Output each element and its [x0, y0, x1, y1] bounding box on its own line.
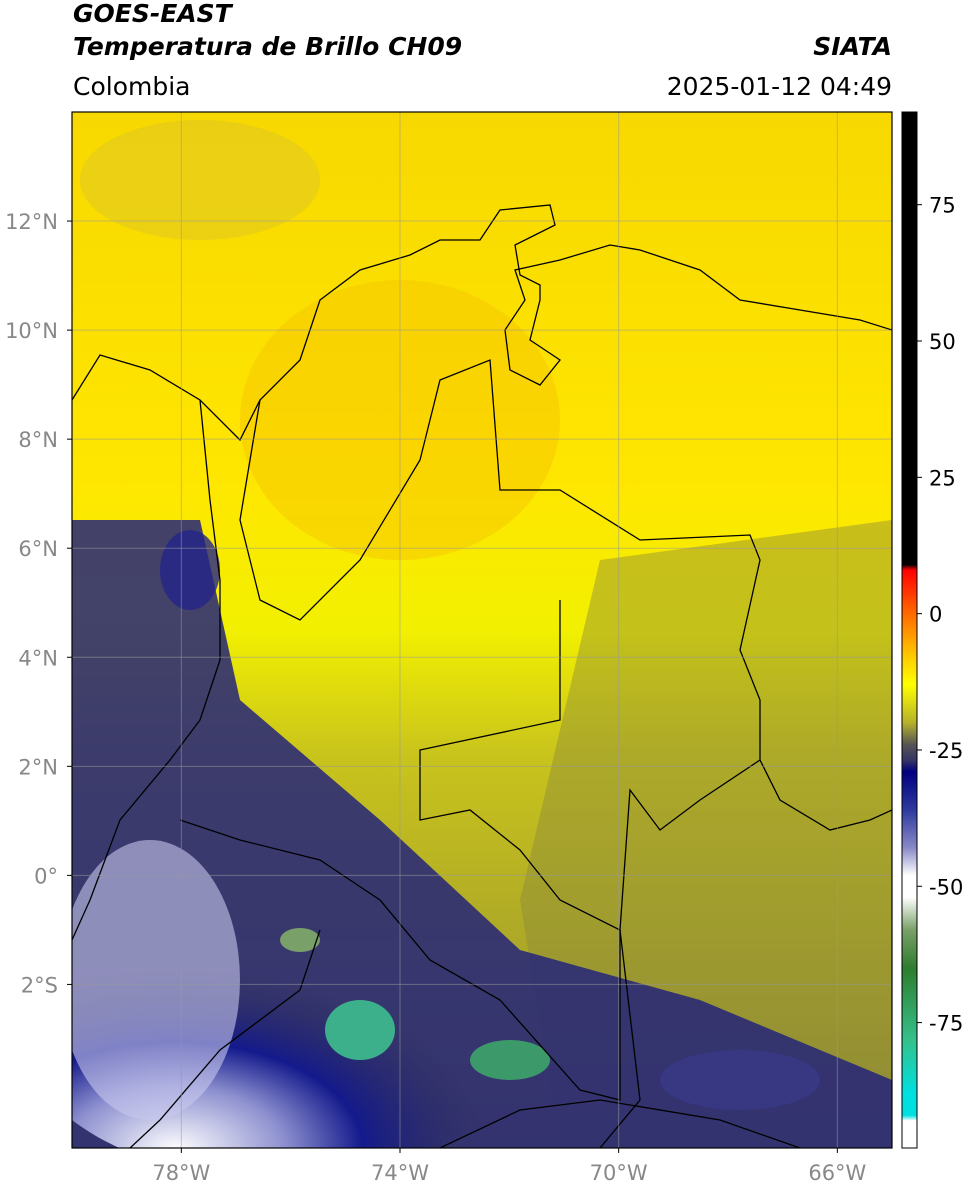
y-tick-label: 10°N — [5, 319, 58, 343]
x-tick-label: 70°W — [590, 1161, 648, 1185]
colorbar-tick-label: -75 — [929, 1012, 963, 1036]
y-tick-label: 8°N — [18, 428, 58, 452]
subtitle: Temperatura de Brillo CH09 — [73, 32, 462, 61]
colorbar — [901, 111, 918, 1149]
colorbar-tick-label: 0 — [929, 603, 942, 627]
colorbar-tick-label: 25 — [929, 466, 956, 490]
x-tick-label: 78°W — [152, 1161, 210, 1185]
y-tick-label: 2°S — [21, 973, 58, 997]
map-frame — [71, 111, 893, 1149]
region: Colombia — [73, 72, 190, 101]
y-tick-label: 6°N — [18, 537, 58, 561]
satellite-image — [72, 112, 892, 1148]
colorbar-tick-label: 50 — [929, 330, 956, 354]
x-tick-label: 66°W — [808, 1161, 866, 1185]
grid — [72, 112, 892, 1148]
colorbar-tick-label: -25 — [929, 739, 963, 763]
y-tick-label: 4°N — [18, 646, 58, 670]
datetime: 2025-01-12 04:49 — [667, 72, 892, 101]
y-tick-label: 0° — [34, 864, 58, 888]
source: SIATA — [813, 32, 892, 61]
colorbar-tick-label: -50 — [929, 875, 963, 899]
y-tick-label: 12°N — [5, 210, 58, 234]
y-tick-label: 2°N — [18, 755, 58, 779]
x-tick-label: 74°W — [371, 1161, 429, 1185]
colorbar-tick-label: 75 — [929, 194, 956, 218]
title: GOES-EAST — [73, 0, 234, 28]
